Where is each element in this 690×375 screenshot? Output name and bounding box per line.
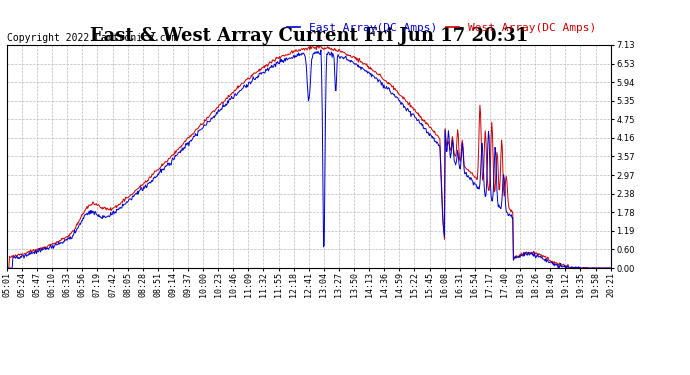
- Legend: East Array(DC Amps), West Array(DC Amps): East Array(DC Amps), West Array(DC Amps): [282, 18, 601, 37]
- Title: East & West Array Current Fri Jun 17 20:31: East & West Array Current Fri Jun 17 20:…: [90, 27, 528, 45]
- Text: Copyright 2022 Cartronics.com: Copyright 2022 Cartronics.com: [7, 33, 177, 43]
